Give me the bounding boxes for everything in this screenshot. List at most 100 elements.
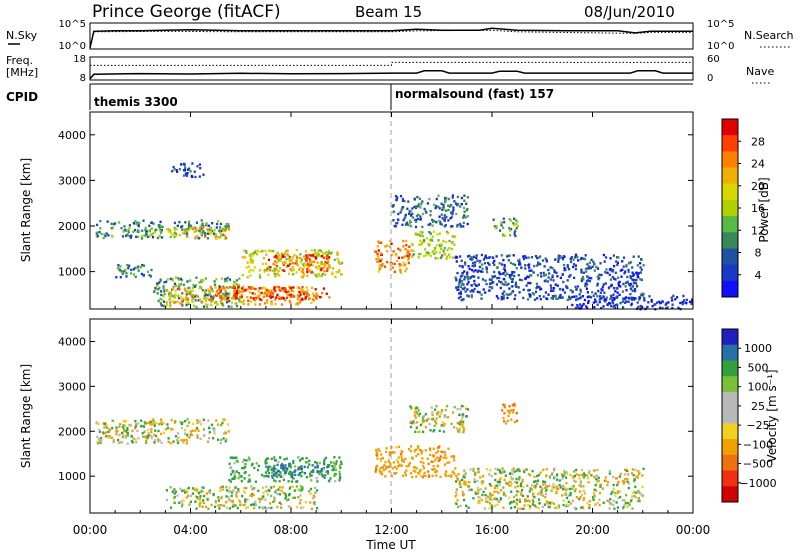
power-cell — [551, 274, 554, 277]
power-cell — [498, 280, 501, 283]
velocity-cell — [395, 446, 398, 449]
power-cell — [153, 290, 156, 293]
power-cell — [310, 286, 314, 289]
velocity-cell — [462, 426, 465, 429]
power-cell — [283, 260, 286, 264]
power-cell — [162, 304, 165, 308]
power-cell — [579, 288, 582, 291]
power-cell — [159, 297, 162, 301]
velocity-cell — [536, 479, 540, 482]
power-cell — [661, 306, 664, 310]
power-cell — [554, 258, 557, 261]
power-cell — [328, 256, 331, 259]
power-cell — [623, 272, 626, 275]
power-cell — [433, 247, 436, 250]
velocity-cell — [604, 476, 607, 479]
power-cell — [299, 253, 302, 256]
power-cell — [393, 224, 396, 228]
power-cell — [162, 294, 165, 298]
velocity-cell — [391, 451, 394, 454]
power-cell — [301, 276, 304, 279]
power-cell — [326, 254, 329, 257]
velocity-cell — [411, 421, 414, 425]
power-cell — [223, 228, 226, 231]
power-cell — [574, 256, 577, 259]
power-cell — [223, 287, 226, 290]
power-cell — [514, 219, 517, 222]
velocity-cell — [295, 485, 298, 488]
power-cell — [309, 259, 312, 262]
velocity-cell — [504, 474, 507, 477]
velocity-cell — [503, 470, 506, 473]
velocity-cell — [181, 489, 184, 492]
power-cell — [616, 261, 619, 265]
velocity-cell — [194, 429, 197, 432]
power-cell — [516, 220, 519, 223]
power-cell — [522, 255, 525, 258]
power-cell — [161, 225, 164, 229]
power-cell — [207, 230, 210, 233]
velocity-cell — [456, 421, 459, 425]
power-cell — [451, 225, 454, 228]
power-cell — [655, 301, 659, 304]
power-cell — [475, 256, 478, 260]
velocity-cell — [551, 471, 554, 475]
velocity-cell — [443, 463, 447, 466]
velocity-cell — [454, 467, 457, 470]
velocity-cell — [284, 470, 287, 473]
power-cell — [528, 266, 531, 269]
velocity-cell — [122, 428, 126, 431]
velocity-cell — [582, 485, 585, 488]
velocity-cell — [443, 422, 446, 426]
velocity-cell — [276, 475, 279, 478]
velocity-cell — [612, 483, 615, 487]
velocity-cell — [496, 499, 500, 502]
power-cell — [466, 276, 469, 279]
power-cell — [147, 235, 150, 238]
power-cell — [453, 235, 456, 238]
velocity-cell — [118, 441, 121, 445]
power-cell — [535, 264, 538, 267]
velocity-cell — [255, 503, 258, 506]
velocity-cell — [228, 462, 231, 465]
power-cell — [601, 289, 604, 292]
power-cell — [200, 286, 203, 290]
power-cell — [224, 237, 227, 240]
power-cell — [314, 252, 317, 255]
power-cell — [276, 285, 279, 288]
velocity-cell — [511, 472, 514, 476]
power-cell — [476, 259, 479, 262]
velocity-colorbar-frame — [721, 328, 739, 503]
power-cell — [200, 232, 203, 236]
velocity-cell — [565, 482, 568, 485]
power-cell — [217, 219, 220, 223]
power-cell — [300, 258, 303, 261]
velocity-cell — [222, 419, 225, 422]
power-cell — [449, 217, 452, 220]
velocity-cell — [147, 434, 150, 437]
power-cell — [495, 225, 498, 228]
velocity-cell — [480, 498, 483, 502]
velocity-cell — [427, 462, 430, 466]
power-cell — [437, 257, 440, 260]
velocity-cell — [498, 481, 502, 484]
power-cell — [597, 289, 600, 293]
velocity-cell — [535, 505, 538, 509]
power-cell — [151, 236, 155, 239]
velocity-cell — [612, 499, 615, 503]
power-cell — [406, 254, 409, 258]
velocity-cell — [122, 423, 125, 427]
power-cell — [273, 267, 276, 271]
velocity-cell — [440, 410, 443, 413]
velocity-cell — [201, 490, 204, 493]
power-cell — [187, 291, 190, 294]
power-cell — [491, 256, 494, 259]
velocity-cell — [602, 501, 605, 504]
power-cell — [247, 286, 251, 289]
power-cell — [421, 241, 424, 244]
power-cell — [472, 255, 476, 258]
power-cell — [175, 284, 178, 287]
velocity-cell — [415, 426, 418, 429]
velocity-cell — [388, 465, 391, 468]
power-cell — [254, 249, 257, 253]
